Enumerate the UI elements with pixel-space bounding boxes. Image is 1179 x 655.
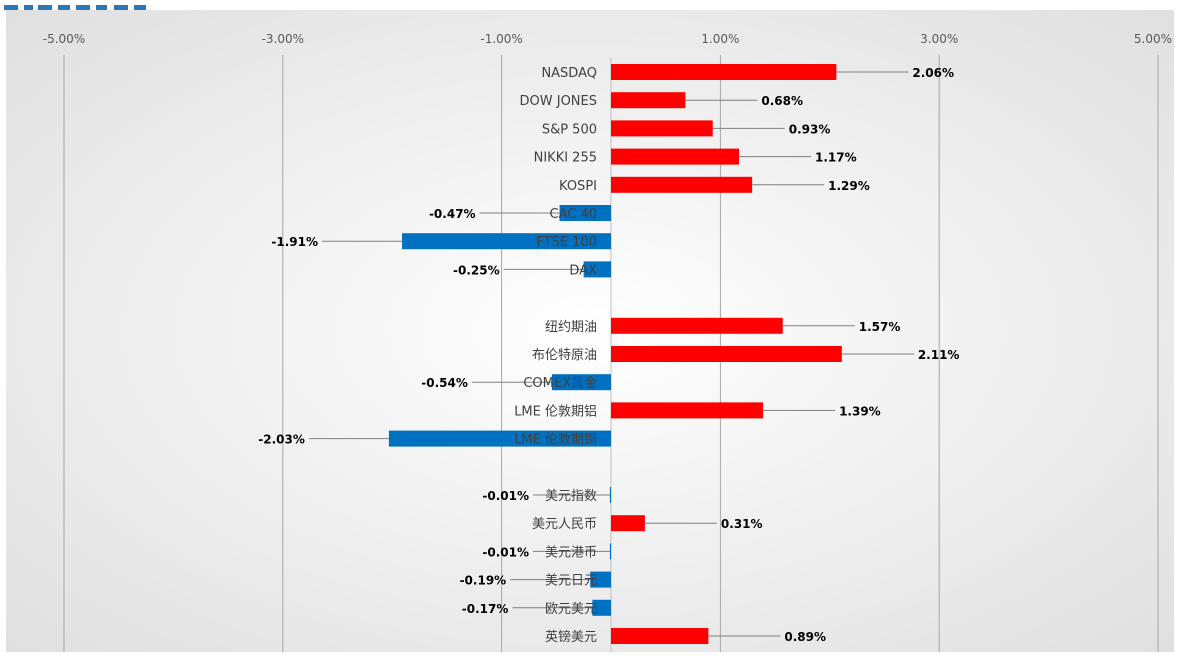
category-label: LME 伦敦期铝 bbox=[514, 403, 597, 419]
category-label: NASDAQ bbox=[541, 66, 597, 81]
x-axis-ticks: -5.00% -3.00% -1.00% 1.00% 3.00% 5.00% bbox=[43, 32, 1172, 46]
bar bbox=[388, 430, 611, 447]
category-label: 纽约期油 bbox=[545, 320, 597, 335]
data-label: -0.17% bbox=[462, 602, 509, 616]
category-label: 英镑美元 bbox=[545, 629, 597, 645]
x-tick-label: 1.00% bbox=[701, 32, 739, 46]
x-tick-label: 5.00% bbox=[1134, 32, 1172, 46]
bar bbox=[611, 120, 713, 137]
data-labels: 2.06% 0.68% 0.93% 1.17% 1.29% -0.47% -1.91% -0.… bbox=[258, 66, 959, 644]
x-tick-label: -3.00% bbox=[262, 32, 304, 46]
category-label: FTSE 100 bbox=[536, 235, 597, 250]
category-label: S&P 500 bbox=[542, 122, 597, 137]
data-label: -0.01% bbox=[482, 489, 529, 503]
category-label: 美元指数 bbox=[545, 489, 597, 504]
bar bbox=[611, 402, 764, 419]
data-label: 0.93% bbox=[789, 122, 831, 136]
category-label: CAC 40 bbox=[550, 207, 598, 222]
plot-background bbox=[6, 10, 1174, 652]
market-change-chart: -5.00% -3.00% -1.00% 1.00% 3.00% 5.00% NASDAQ… bbox=[6, 10, 1174, 652]
bar bbox=[592, 599, 611, 616]
category-label: DAX bbox=[569, 263, 597, 278]
header-accent-strip bbox=[0, 0, 200, 10]
bar bbox=[609, 487, 611, 503]
category-label: 布伦特原油 bbox=[532, 348, 597, 363]
bar bbox=[583, 261, 611, 278]
bar bbox=[559, 205, 611, 221]
data-label: 2.11% bbox=[918, 348, 960, 362]
data-label: 1.57% bbox=[859, 320, 901, 334]
bar bbox=[611, 346, 842, 362]
category-label: COMEX黄金 bbox=[523, 375, 597, 391]
bar bbox=[611, 176, 753, 193]
data-label: -0.01% bbox=[482, 545, 529, 559]
header-accent-glyphs bbox=[4, 5, 146, 10]
data-label: 1.39% bbox=[839, 404, 881, 418]
data-label: 0.68% bbox=[761, 94, 803, 108]
bar bbox=[402, 233, 611, 250]
bars bbox=[388, 64, 842, 644]
category-label: KOSPI bbox=[559, 179, 597, 194]
data-label: -1.91% bbox=[271, 235, 318, 249]
data-label: -2.03% bbox=[258, 433, 305, 447]
data-label: 0.89% bbox=[784, 630, 826, 644]
x-tick-label: -1.00% bbox=[480, 32, 522, 46]
category-label: 美元人民币 bbox=[532, 517, 597, 532]
leader-lines bbox=[308, 71, 914, 637]
x-tick-label: -5.00% bbox=[43, 32, 85, 46]
bar bbox=[611, 148, 739, 165]
category-label: 欧元美元 bbox=[545, 602, 597, 617]
category-label: DOW JONES bbox=[520, 94, 598, 109]
category-label: NIKKI 255 bbox=[534, 151, 597, 166]
data-label: -0.19% bbox=[460, 574, 507, 588]
bar bbox=[590, 571, 611, 588]
category-label: 美元日元 bbox=[545, 574, 597, 589]
data-label: 0.31% bbox=[721, 517, 763, 531]
bar bbox=[609, 543, 611, 560]
data-label: -0.47% bbox=[429, 207, 476, 221]
data-label: 1.29% bbox=[828, 179, 870, 193]
bar bbox=[611, 92, 686, 109]
data-label: -0.54% bbox=[421, 376, 468, 390]
x-tick-label: 3.00% bbox=[920, 32, 958, 46]
bar bbox=[611, 515, 645, 532]
data-label: 1.17% bbox=[815, 151, 857, 165]
data-label: -0.25% bbox=[453, 263, 500, 277]
bar bbox=[611, 628, 709, 644]
category-label: LME 伦敦期铜 bbox=[514, 432, 597, 448]
chart-panel: -5.00% -3.00% -1.00% 1.00% 3.00% 5.00% NASDAQ… bbox=[6, 10, 1174, 652]
category-label: 美元港币 bbox=[545, 545, 597, 560]
data-label: 2.06% bbox=[912, 66, 954, 80]
bar bbox=[551, 374, 611, 391]
category-labels: NASDAQ DOW JONES S&P 500 NIKKI 255 KOSPI CAC … bbox=[514, 66, 597, 645]
bar bbox=[611, 64, 837, 80]
bar bbox=[611, 317, 783, 334]
